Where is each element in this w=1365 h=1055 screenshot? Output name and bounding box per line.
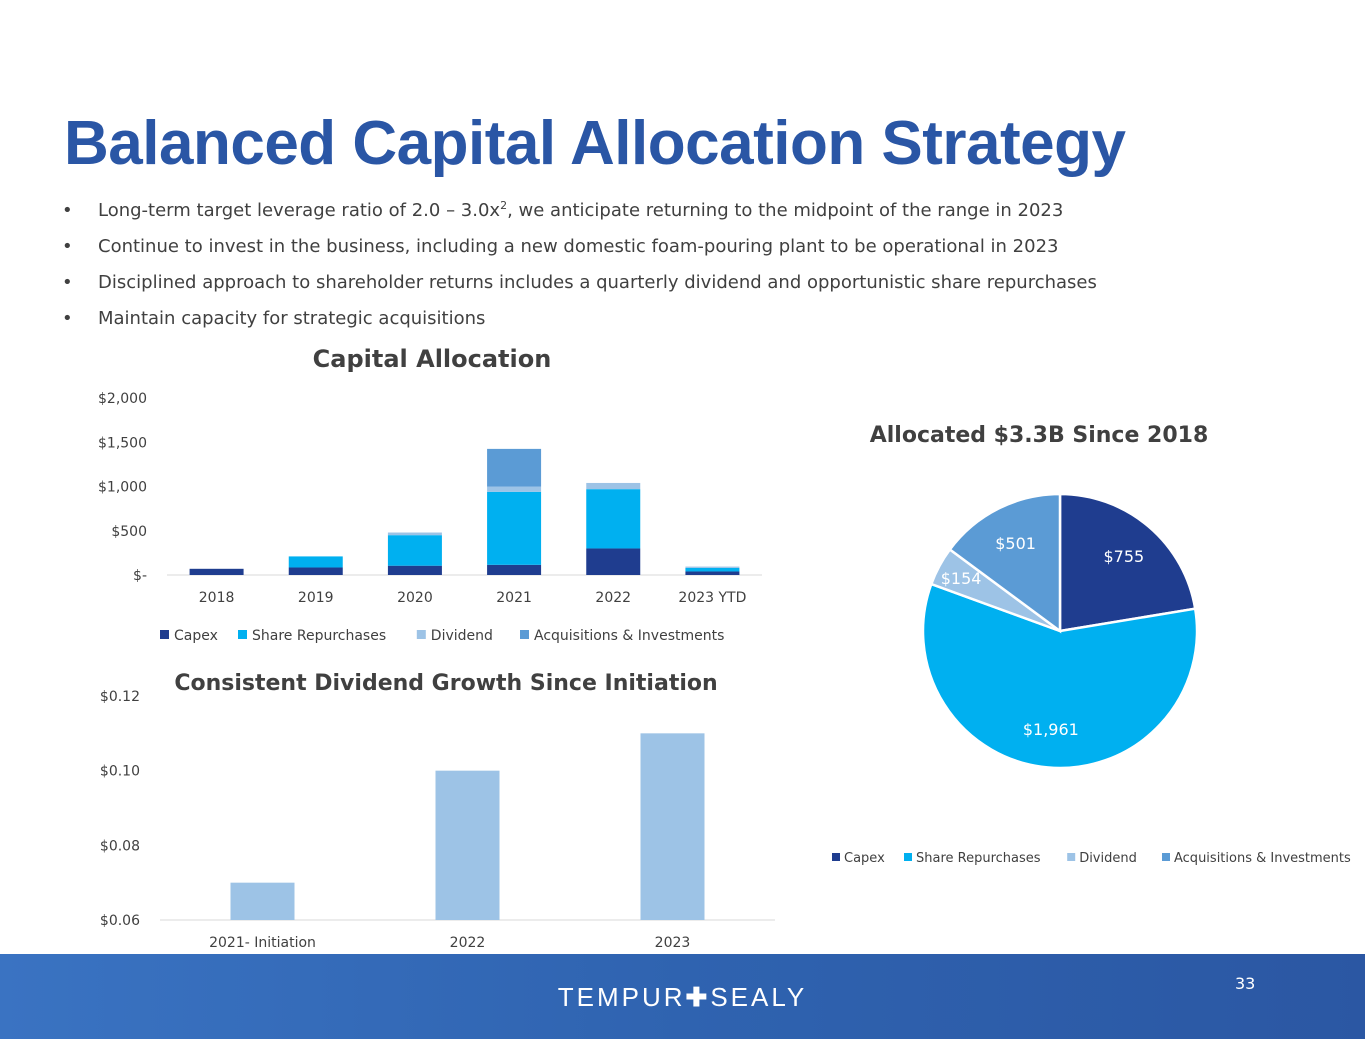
bullet-item: • Disciplined approach to shareholder ret… [62,265,1097,301]
footer-band [0,954,1365,1039]
bullet-symbol: • [62,200,73,221]
x-tick-label: 2021 [496,590,532,606]
bar-segment [586,548,641,575]
legend-label: Share Repurchases [916,851,1041,866]
legend-label: Dividend [431,628,493,644]
bar-segment [387,535,442,566]
pie-slice [921,582,1199,770]
y-tick-label: $0.06 [100,913,140,929]
x-tick-label: 2019 [298,590,334,606]
dividend-bar [640,733,705,920]
legend-label: Capex [174,628,218,644]
dividend-growth-chart: Consistent Dividend Growth Since Initiat… [100,671,775,951]
bullet-text: Long-term target leverage ratio of 2.0 –… [98,200,501,221]
bullet-symbol: • [62,308,73,329]
pie-value-label: $755 [1103,547,1144,566]
bar-segment [685,566,740,568]
bullet-text: Disciplined approach to shareholder retu… [98,272,1097,293]
legend-label: Acquisitions & Investments [534,628,724,644]
x-tick-label: 2018 [199,590,235,606]
legend-swatch [416,630,426,639]
pie-value-label: $154 [941,569,982,588]
legend-swatch [520,630,529,639]
bullet-item: • Long-term target leverage ratio of 2.0 … [62,188,1097,229]
page-number: 33 [1235,974,1256,993]
x-tick-label: 2023 [655,935,691,951]
legend-label: Acquisitions & Investments [1174,851,1351,866]
pie-slice [1058,492,1197,633]
y-tick-label: $1,500 [98,435,147,451]
bullet-item: • Maintain capacity for strategic acquisi… [62,301,1097,337]
footnote-marker: 2 [500,199,508,212]
x-tick-label: 2021- Initiation [209,935,316,951]
bar-segment [586,482,641,490]
bar-segment [685,571,740,575]
y-tick-label: $- [133,568,147,584]
allocation-pie-chart: Allocated $3.3B Since 2018 $755 $1,961 $15… [832,423,1351,866]
bar-segment [487,448,542,487]
pie-value-label: $501 [995,534,1036,553]
legend-label: Dividend [1079,851,1137,866]
bar-segment [586,489,641,549]
y-tick-label: $0.08 [100,838,140,854]
dividend-bar [230,882,295,920]
legend-swatch [238,630,247,639]
y-tick-label: $500 [111,524,147,540]
page-title: Balanced Capital Allocation Strategy [64,109,1126,178]
legend-swatch [1162,853,1170,861]
y-tick-label: $1,000 [98,480,147,496]
y-tick-label: $0.12 [100,689,140,705]
bar-segment [487,564,542,575]
bar-segment [487,486,542,492]
x-tick-label: 2020 [397,590,433,606]
x-tick-label: 2022 [595,590,631,606]
dividend-bar [435,770,500,920]
company-logo: TEMPUR✚SEALY [0,982,1365,1013]
bar-segment [288,556,343,568]
bullet-text: Continue to invest in the business, incl… [98,236,1059,257]
bar-segment [685,567,740,572]
bullet-list: • Long-term target leverage ratio of 2.0 … [62,188,1097,337]
capital-allocation-chart: Capital Allocation $- $500 $1,000 $1,500 $2,… [98,345,762,644]
bullet-text-cont: , we anticipate returning to the midpoin… [507,200,1064,221]
bar-segment [387,532,442,536]
bar-segment [189,568,244,575]
pie-slice [948,492,1062,634]
chart-title: Capital Allocation [313,345,552,373]
legend-swatch [832,853,840,861]
legend-label: Share Repurchases [252,628,386,644]
bullet-symbol: • [62,272,73,293]
y-tick-label: $2,000 [98,391,147,407]
x-tick-label: 2023 YTD [678,590,746,606]
y-tick-label: $0.10 [100,764,140,780]
pie-value-label: $1,961 [1023,720,1079,739]
legend-swatch [160,630,169,639]
legend-label: Capex [844,851,885,866]
bar-segment [288,567,343,575]
bar-segment [487,491,542,565]
chart-title: Allocated $3.3B Since 2018 [870,423,1209,448]
legend-swatch [1067,853,1076,861]
bullet-item: • Continue to invest in the business, inc… [62,229,1097,265]
legend-swatch [904,853,912,861]
logo-word-right: SEALY [710,982,808,1012]
bullet-text: Maintain capacity for strategic acquisit… [98,308,486,329]
bullet-symbol: • [62,236,73,257]
x-tick-label: 2022 [450,935,486,951]
chart-title: Consistent Dividend Growth Since Initiat… [174,671,717,696]
logo-word-left: TEMPUR [557,982,686,1012]
bar-segment [387,565,442,575]
logo-plus-icon: ✚ [685,982,711,1012]
